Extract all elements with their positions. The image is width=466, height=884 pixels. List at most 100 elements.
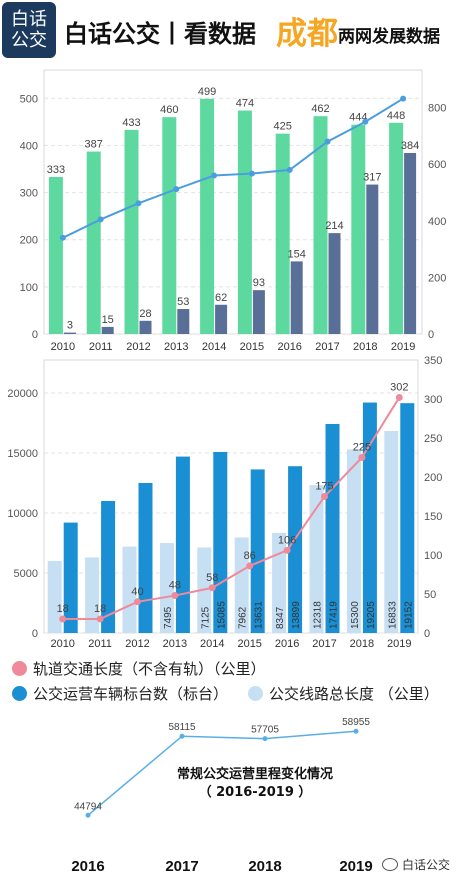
x-tick: 2017 [315,341,339,352]
bar-label-vehicles: 13899 [291,601,302,629]
line-point [208,584,216,592]
bar-green [86,151,101,334]
bar-label-route-length: 16833 [387,601,398,629]
line-point [59,615,67,623]
line-point [179,733,185,739]
bar-green [351,124,366,334]
line-point [97,216,104,223]
logo-text-1: 白话 [11,9,47,30]
line-point [171,592,179,600]
line-label: 58 [206,572,218,584]
city-name: 成都 [276,16,338,52]
bar-vehicles [400,403,415,633]
bar-navy [328,233,341,334]
line-label: 57705 [251,725,279,736]
legend-dot-routes [248,686,263,701]
y-tick-right: 150 [424,511,442,523]
bar-label-green: 425 [274,121,292,133]
x-tick: 2014 [200,638,224,650]
bar-navy [404,152,417,334]
bar-label-navy: 384 [401,140,419,152]
bar-vehicles [138,483,153,633]
y-tick-left: 10000 [7,508,38,520]
bar-label-navy: 28 [139,308,151,320]
watermark-text: 白话公交 [402,858,451,872]
line-label: 175 [315,481,333,493]
bar-label-navy: 154 [288,248,306,260]
x-tick: 2015 [237,638,261,650]
legend-label-vehicles: 公交运营车辆标台数（标台） [33,685,229,703]
x-tick: 2019 [391,341,415,352]
y-tick-left: 100 [20,282,38,294]
line-label: 48 [169,580,181,592]
bar-route-length [159,543,174,633]
bar-label-navy: 317 [363,172,381,184]
bar-label-route-length: 7495 [163,606,174,629]
x-tick: 2013 [163,638,187,650]
x-tick: 2013 [164,341,188,352]
page-title: 白话公交丨看数据 [64,20,256,48]
x-tick: 2010 [50,638,74,650]
legend-dot-rail [12,661,27,676]
line-point [85,812,91,818]
x-tick: 2017 [165,858,198,875]
line-point [211,172,218,179]
bar-label-green: 460 [160,104,178,116]
chart-3-title-line1: 常规公交运营里程变化情况 [176,767,333,782]
bar-label-navy: 15 [102,314,114,326]
bar-vehicles [213,451,228,633]
line-label: 40 [131,586,143,598]
y-tick-right: 600 [428,159,446,171]
bar-label-route-length: 15300 [350,601,361,629]
line-point [173,186,180,193]
bar-label-navy: 3 [67,320,73,332]
x-tick: 2016 [277,341,301,352]
bar-green [48,177,63,334]
bar-label-vehicles: 13631 [254,601,265,629]
bar-label-route-length: 7125 [200,606,211,629]
line-point [135,200,142,207]
bar-green [200,98,215,334]
x-tick: 2015 [240,341,264,352]
line-point [286,166,293,173]
y-tick-right: 400 [428,216,446,228]
brand-logo: 白话 公交 [2,2,56,58]
bar-navy [139,320,152,334]
y-tick-right: 0 [424,628,430,640]
bar-green [162,117,177,334]
y-tick-right: 250 [424,433,442,445]
wechat-icon [382,858,398,871]
series-line [87,730,357,816]
chart-2-legend: 轨道交通长度（不含有轨）（公里） 公交运营车辆标台数（标台） 公交线路总长度 （… [0,658,466,706]
plot-frame [43,359,419,634]
y-tick-right: 300 [424,394,442,406]
bar-label-green: 448 [387,110,405,122]
legend-label-routes: 公交线路总长度 （公里） [269,685,439,703]
page-subtitle: 两网发展数据 [338,27,440,47]
bar-label-navy: 53 [177,296,189,308]
y-tick-right: 0 [428,329,434,341]
x-tick: 2018 [350,638,374,650]
legend-label-rail: 轨道交通长度（不含有轨）（公里） [33,660,266,678]
bar-vehicles [250,469,265,633]
bar-navy [252,290,265,334]
line-point [262,736,268,742]
bar-route-length [309,485,324,633]
bar-navy [215,304,228,334]
y-tick-left: 0 [32,628,38,640]
bar-route-length [122,546,137,633]
line-point [353,728,359,734]
chart-2: 0 5000 10000 15000 20000 0 50 100 150 200 250 300 35… [7,355,442,650]
bar-label-navy: 93 [253,277,265,289]
bar-route-length [234,537,249,633]
y-tick-left: 200 [20,235,38,247]
bar-green [237,110,252,334]
x-tick: 2010 [51,341,75,352]
bar-navy [177,309,190,334]
bar-route-length [47,561,62,633]
x-tick: 2016 [71,858,104,875]
bar-label-vehicles: 17419 [329,601,340,629]
chart-1: 0100200300400500020040060080033332010387… [20,69,446,352]
y-tick-left: 400 [20,140,38,152]
line-point [321,493,328,500]
